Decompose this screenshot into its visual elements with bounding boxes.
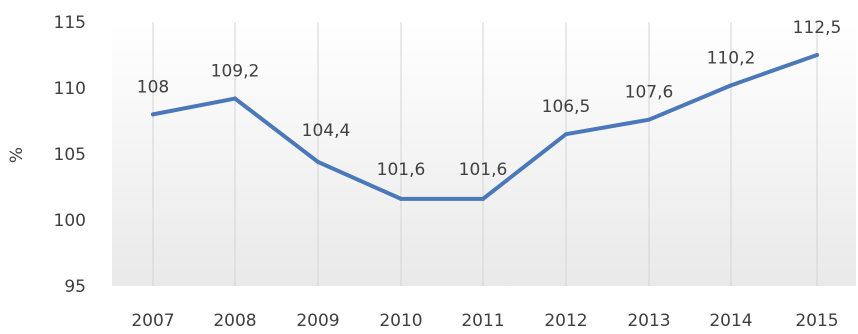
data-point <box>151 112 155 117</box>
data-label: 107,6 <box>625 83 674 103</box>
data-point <box>564 132 568 137</box>
x-tick-label: 2007 <box>131 311 174 331</box>
x-tick-label: 2013 <box>627 311 670 331</box>
data-point <box>815 53 819 57</box>
data-point <box>647 117 651 122</box>
x-axis: 2007 2008 2009 2010 2011 2012 2013 2014 2015 <box>131 311 838 331</box>
data-label: 106,5 <box>542 97 591 117</box>
data-label: 109,2 <box>211 62 260 82</box>
y-axis-label: % <box>7 147 27 163</box>
x-tick-label: 2011 <box>461 311 504 331</box>
x-tick-label: 2015 <box>795 311 838 331</box>
data-point <box>233 96 237 101</box>
data-labels: 108 109,2 104,4 101,6 101,6 106,5 107,6 110,2 11… <box>137 18 842 180</box>
data-label: 101,6 <box>459 160 508 180</box>
data-point <box>316 159 320 164</box>
data-point <box>481 196 485 201</box>
data-label: 112,5 <box>793 18 842 38</box>
x-tick-label: 2009 <box>296 311 339 331</box>
x-tick-label: 2014 <box>709 311 752 331</box>
data-label: 101,6 <box>377 160 426 180</box>
data-label: 108 <box>137 77 169 97</box>
x-tick-label: 2012 <box>544 311 587 331</box>
x-tick-label: 2010 <box>379 311 422 331</box>
plot-area <box>112 22 856 286</box>
y-axis: 95 100 105 110 115 <box>54 13 86 297</box>
y-tick-label: 95 <box>64 277 86 297</box>
data-label: 104,4 <box>302 121 351 141</box>
x-tick-label: 2008 <box>213 311 256 331</box>
data-point <box>399 196 403 201</box>
y-tick-label: 115 <box>54 13 86 33</box>
y-tick-label: 100 <box>54 211 86 231</box>
series <box>151 53 819 201</box>
y-tick-label: 105 <box>54 145 86 165</box>
data-label: 110,2 <box>707 48 756 68</box>
gridlines <box>152 22 818 286</box>
data-point <box>729 83 733 88</box>
y-tick-label: 110 <box>54 79 86 99</box>
